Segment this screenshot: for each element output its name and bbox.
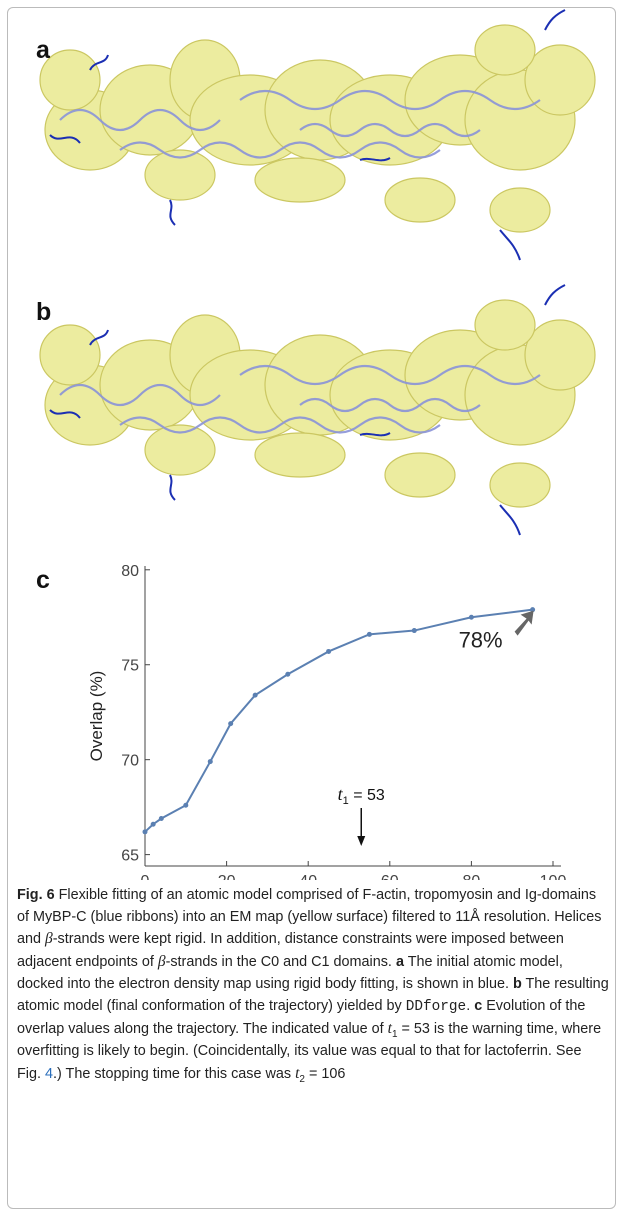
caption-bold: Fig. 6 — [17, 887, 55, 903]
data-point — [207, 759, 213, 765]
x-tick-label: 100 — [540, 873, 567, 880]
caption-italic: β — [45, 930, 53, 948]
caption-bold: a — [395, 953, 404, 970]
data-point — [366, 631, 372, 637]
y-axis-label: Overlap (%) — [87, 671, 106, 762]
marker-label-part: 1 — [343, 795, 349, 807]
data-point — [285, 671, 291, 677]
marker-arrowhead — [357, 836, 366, 846]
data-point — [142, 829, 148, 835]
y-tick-label: 75 — [121, 658, 139, 675]
x-tick-label: 40 — [299, 873, 317, 880]
figure: abc 65707580020406080100Step numberOverl… — [36, 8, 597, 880]
panel-label: c — [36, 566, 50, 594]
caption-normal: . — [466, 998, 475, 1015]
data-point — [183, 802, 189, 808]
annotation-arrow — [514, 610, 534, 636]
caption-mono: DDforge — [405, 999, 467, 1016]
y-tick-label: 80 — [121, 563, 139, 580]
caption: Fig. 6 Flexible fitting of an atomic mod… — [17, 884, 609, 1085]
x-tick-label: 20 — [218, 873, 236, 880]
figure-frame — [7, 7, 616, 1209]
x-tick-label: 0 — [141, 873, 150, 880]
caption-sub: 2 — [299, 1073, 305, 1085]
x-tick-label: 60 — [381, 873, 399, 880]
caption-normal: The initial atomic model, docked into th… — [17, 953, 563, 992]
marker-label: t1 = 53 — [338, 784, 385, 807]
annotation-label: 78% — [459, 628, 503, 653]
caption-bold: b — [512, 975, 522, 992]
data-point — [158, 816, 164, 822]
panel-label: a — [36, 36, 51, 64]
marker-label-part: = 53 — [349, 787, 385, 804]
panel-label: b — [36, 298, 51, 326]
data-point — [468, 614, 474, 620]
data-point — [228, 721, 234, 727]
caption-italic: t — [295, 1064, 300, 1082]
caption-normal: Evolution of the overlap values along th… — [17, 998, 586, 1038]
caption-sub: 1 — [391, 1029, 398, 1041]
caption-italic: β — [157, 952, 166, 970]
caption-normal: -strands were kept rigid. In addition, d… — [17, 931, 564, 970]
y-tick-label: 70 — [121, 753, 139, 770]
y-tick-label: 65 — [121, 848, 139, 865]
caption-normal: = 53 is the warning time, where overfitt… — [17, 1021, 602, 1082]
marker-label-part: t — [338, 784, 344, 804]
caption-link[interactable]: 4 — [45, 1065, 54, 1082]
data-point — [150, 821, 156, 827]
data-point — [326, 648, 332, 654]
data-point — [530, 607, 536, 613]
caption-italic: t — [387, 1020, 392, 1038]
caption-normal: .) The stopping time for this case was — [53, 1065, 296, 1082]
caption-normal: The resulting atomic model (final confor… — [17, 975, 609, 1015]
caption-normal: Flexible fitting of an atomic model comp… — [17, 887, 602, 948]
caption-normal: -strands in the C0 and C1 domains. — [165, 953, 396, 970]
data-point — [252, 692, 258, 698]
caption-normal: = 106 — [304, 1065, 346, 1082]
caption-bold: c — [474, 998, 483, 1015]
data-point — [411, 628, 417, 634]
x-tick-label: 80 — [463, 873, 481, 880]
